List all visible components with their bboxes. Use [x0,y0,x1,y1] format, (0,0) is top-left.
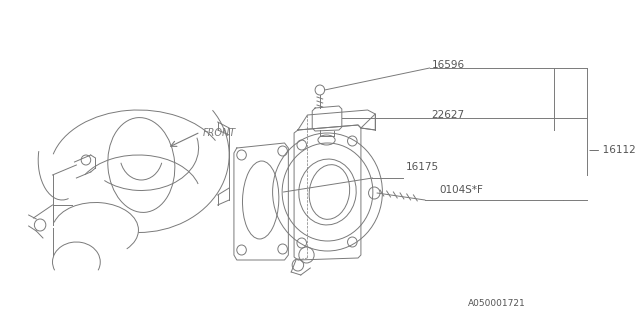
Text: A050001721: A050001721 [468,299,525,308]
Text: 22627: 22627 [431,110,465,120]
Text: — 16112: — 16112 [589,145,636,155]
Text: FRONT: FRONT [202,128,236,138]
Text: 16175: 16175 [406,162,439,172]
Text: 16596: 16596 [431,60,465,70]
Text: 0104S*F: 0104S*F [439,185,483,195]
